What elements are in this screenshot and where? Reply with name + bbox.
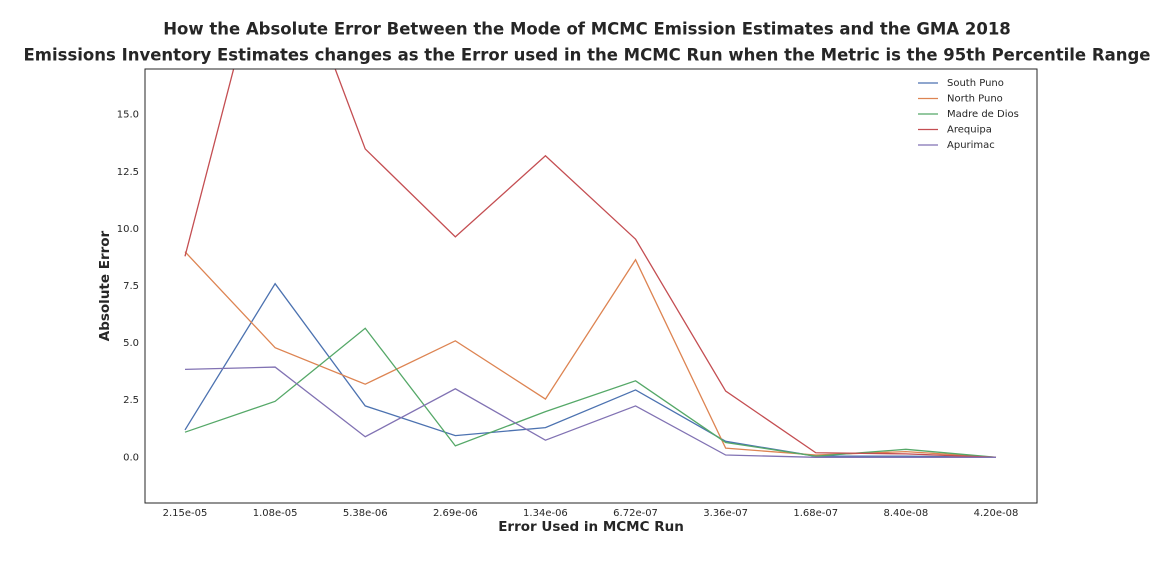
x-tick-label: 4.20e-08 bbox=[974, 508, 1019, 519]
x-tick-label: 2.69e-06 bbox=[433, 508, 478, 519]
y-axis-label: Absolute Error bbox=[97, 230, 113, 341]
x-tick-label: 1.08e-05 bbox=[253, 508, 298, 519]
x-tick-label: 2.15e-05 bbox=[163, 508, 208, 519]
legend-label: North Puno bbox=[947, 94, 1003, 105]
y-tick-label: 12.5 bbox=[117, 167, 139, 178]
legend-label: Madre de Dios bbox=[947, 109, 1019, 120]
x-tick-label: 1.68e-07 bbox=[793, 508, 838, 519]
x-axis-label: Error Used in MCMC Run bbox=[498, 519, 684, 535]
plot-area bbox=[184, 69, 997, 458]
y-tick-label: 7.5 bbox=[123, 281, 139, 292]
data-line bbox=[184, 366, 996, 458]
x-tick-label: 8.40e-08 bbox=[884, 508, 929, 519]
x-tick-label: 1.34e-06 bbox=[523, 508, 568, 519]
x-tick-label: 3.36e-07 bbox=[703, 508, 748, 519]
plot-frame bbox=[144, 68, 1038, 504]
legend-label: South Puno bbox=[947, 78, 1004, 89]
chart-title: How the Absolute Error Between the Mode … bbox=[163, 20, 1011, 39]
y-tick-label: 5.0 bbox=[123, 338, 139, 349]
y-tick-label: 0.0 bbox=[123, 452, 139, 463]
y-tick-label: 15.0 bbox=[117, 110, 139, 121]
data-line bbox=[184, 282, 997, 458]
y-tick-label: 10.0 bbox=[117, 224, 139, 235]
x-tick-label: 6.72e-07 bbox=[613, 508, 658, 519]
data-line bbox=[184, 327, 997, 458]
y-tick-label: 2.5 bbox=[123, 395, 139, 406]
data-line bbox=[184, 69, 997, 458]
legend-label: Apurimac bbox=[947, 140, 995, 151]
data-line bbox=[184, 251, 997, 458]
legend-label: Arequipa bbox=[947, 125, 992, 136]
chart-title: Emissions Inventory Estimates changes as… bbox=[24, 46, 1151, 65]
x-tick-label: 5.38e-06 bbox=[343, 508, 388, 519]
